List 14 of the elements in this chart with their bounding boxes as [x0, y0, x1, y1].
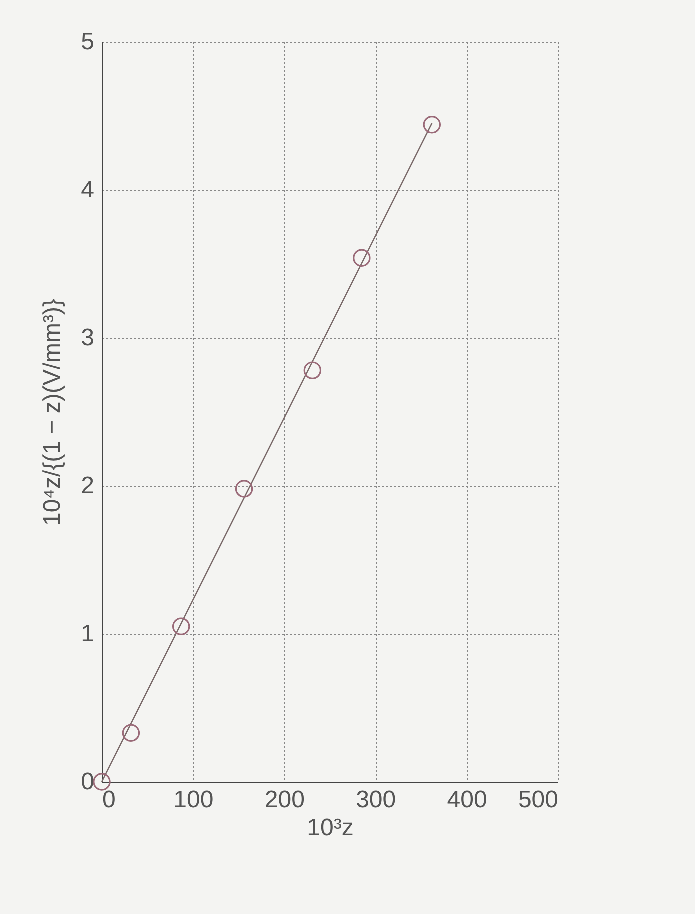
- y-tick-label: 0: [81, 768, 94, 796]
- x-tick-label: 500: [518, 786, 558, 814]
- x-tick-label: 200: [264, 786, 305, 814]
- y-axis-title: 10⁴z/{(1 − z)(V/mm³)}: [39, 298, 66, 526]
- y-tick-label: 3: [81, 324, 94, 352]
- y-tick-label: 2: [81, 472, 94, 500]
- y-tick-label: 1: [81, 620, 94, 648]
- y-tick-label: 4: [81, 176, 94, 204]
- x-axis-title: 10³z: [307, 814, 354, 842]
- x-tick-label: 400: [447, 786, 488, 814]
- x-tick-label: 0: [102, 786, 116, 814]
- x-tick-label: 100: [174, 786, 214, 814]
- x-tick-label: 300: [356, 786, 396, 814]
- y-tick-label: 5: [81, 28, 94, 56]
